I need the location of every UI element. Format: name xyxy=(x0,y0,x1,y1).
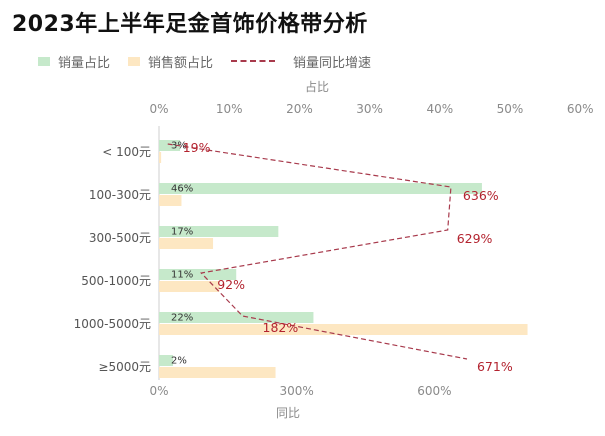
category-label: ≥5000元 xyxy=(98,360,151,374)
axis-bottom-tick-label: 300% xyxy=(280,384,314,398)
bar-volume xyxy=(159,312,314,323)
bar-volume xyxy=(159,140,181,151)
growth-label: 636% xyxy=(463,188,499,203)
bar-volume xyxy=(159,355,174,366)
chart-title: 2023年上半年足金首饰价格带分析 xyxy=(12,12,368,37)
axis-bottom-ticks: 0% 300% 600% xyxy=(149,384,451,398)
legend-label-growth: 销量同比增速 xyxy=(293,55,372,71)
bar-volume-label: 22% xyxy=(171,313,193,324)
bar-volume-label: 17% xyxy=(171,227,193,238)
legend-label-sales: 销售额占比 xyxy=(148,55,214,71)
legend-item-sales: 销售额占比 xyxy=(128,52,213,71)
growth-label: 182% xyxy=(263,320,299,335)
axis-bottom-title: 同比 xyxy=(276,406,300,420)
axis-bottom: 0% 300% 600% 同比 xyxy=(149,384,451,420)
legend-item-volume: 销量占比 xyxy=(38,52,110,71)
axis-top-tick-label: 60% xyxy=(567,102,594,116)
bar-volume-label: 2% xyxy=(171,356,187,367)
growth-label: 671% xyxy=(477,359,513,374)
bar-sales xyxy=(159,195,182,206)
axis-top-tick-label: 20% xyxy=(286,102,313,116)
bar-sales xyxy=(159,281,220,292)
bar-volume xyxy=(159,269,237,280)
category-label: 100-300元 xyxy=(89,188,151,202)
axis-top-tick-label: 40% xyxy=(426,102,453,116)
bar-sales xyxy=(159,367,276,378)
bar-sales xyxy=(159,324,528,335)
axis-bottom-tick-label: 600% xyxy=(417,384,451,398)
axis-top-ticks: 0% 10% 20% 30% 40% 50% 60% xyxy=(149,102,593,116)
bar-volume xyxy=(159,183,482,194)
axis-top-title: 占比 xyxy=(305,79,329,94)
growth-series: 19% 636% 629% 92% 182% 671% xyxy=(167,140,513,374)
bar-volume-label: 11% xyxy=(171,270,193,281)
legend-item-growth: 销量同比增速 xyxy=(231,52,371,71)
legend: 销量占比 销售额占比 销量同比增速 xyxy=(38,52,389,71)
legend-swatch-volume xyxy=(38,56,50,66)
legend-label-volume: 销量占比 xyxy=(58,55,111,71)
axis-top-tick-label: 0% xyxy=(149,102,168,116)
bar-sales xyxy=(159,152,162,163)
bars: 3%46%17%11%22%2% xyxy=(159,140,528,378)
category-label: 500-1000元 xyxy=(81,274,151,288)
legend-swatch-sales xyxy=(128,56,141,66)
category-labels: < 100元 100-300元 300-500元 500-1000元 1000-5000… xyxy=(74,145,151,374)
axis-top-tick-label: 30% xyxy=(356,102,383,116)
category-label: < 100元 xyxy=(102,145,151,159)
category-label: 300-500元 xyxy=(89,231,151,245)
axis-top-tick-label: 10% xyxy=(216,102,243,116)
growth-label: 92% xyxy=(217,277,245,292)
bar-sales xyxy=(159,238,214,249)
axis-bottom-tick-label: 0% xyxy=(149,384,168,398)
axis-top-tick-label: 50% xyxy=(497,102,524,116)
bar-volume-label: 46% xyxy=(171,184,193,195)
category-label: 1000-5000元 xyxy=(74,317,151,331)
growth-label: 629% xyxy=(457,231,493,246)
bar-volume xyxy=(159,226,279,237)
legend-swatch-growth xyxy=(231,60,276,62)
growth-label: 19% xyxy=(183,140,211,155)
axis-top: 占比 0% 10% 20% 30% 40% 50% 60% xyxy=(149,79,593,116)
